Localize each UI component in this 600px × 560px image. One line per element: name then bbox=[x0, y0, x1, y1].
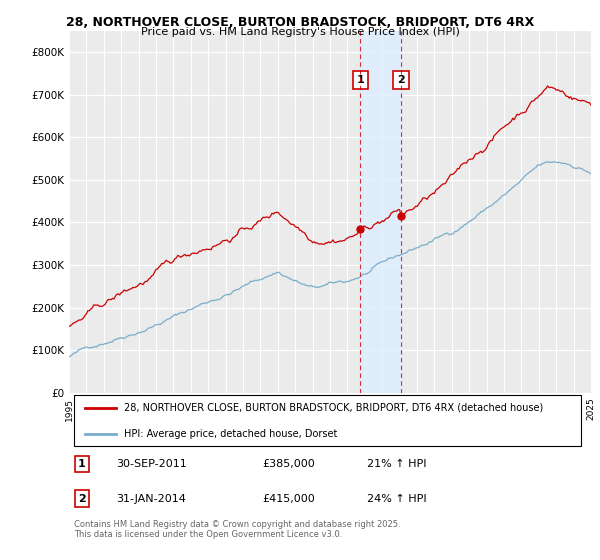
Text: HPI: Average price, detached house, Dorset: HPI: Average price, detached house, Dors… bbox=[124, 428, 337, 438]
Bar bbox=[361, 31, 401, 393]
Text: 1: 1 bbox=[356, 75, 364, 85]
Text: £415,000: £415,000 bbox=[262, 494, 315, 503]
Text: 21% ↑ HPI: 21% ↑ HPI bbox=[367, 459, 426, 469]
Text: 2: 2 bbox=[397, 75, 405, 85]
Text: 30-SEP-2011: 30-SEP-2011 bbox=[116, 459, 187, 469]
Text: 24% ↑ HPI: 24% ↑ HPI bbox=[367, 494, 426, 503]
Text: 1: 1 bbox=[78, 459, 86, 469]
Text: Price paid vs. HM Land Registry's House Price Index (HPI): Price paid vs. HM Land Registry's House … bbox=[140, 27, 460, 37]
Text: 31-JAN-2014: 31-JAN-2014 bbox=[116, 494, 186, 503]
Text: 2: 2 bbox=[78, 494, 86, 503]
FancyBboxPatch shape bbox=[74, 395, 581, 446]
Text: 28, NORTHOVER CLOSE, BURTON BRADSTOCK, BRIDPORT, DT6 4RX: 28, NORTHOVER CLOSE, BURTON BRADSTOCK, B… bbox=[66, 16, 534, 29]
Text: £385,000: £385,000 bbox=[262, 459, 315, 469]
Text: Contains HM Land Registry data © Crown copyright and database right 2025.
This d: Contains HM Land Registry data © Crown c… bbox=[74, 520, 401, 539]
Text: 28, NORTHOVER CLOSE, BURTON BRADSTOCK, BRIDPORT, DT6 4RX (detached house): 28, NORTHOVER CLOSE, BURTON BRADSTOCK, B… bbox=[124, 403, 543, 413]
